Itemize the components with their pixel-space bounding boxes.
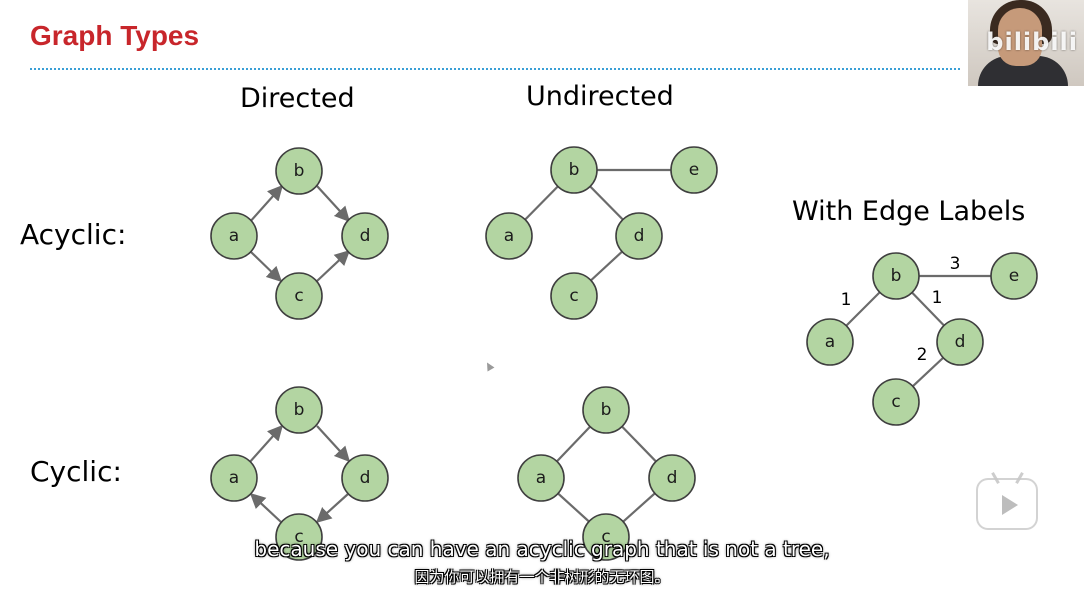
node-d: d	[341, 454, 389, 502]
graph-directed-acyclic: a b c d	[210, 147, 389, 320]
edge-labels-heading: With Edge Labels	[792, 196, 1026, 227]
node-b: b	[275, 386, 323, 434]
node-c: c	[275, 272, 323, 320]
edge-weight-b-a: 1	[841, 290, 852, 310]
graph-undirected-cyclic: a b c d	[517, 386, 696, 561]
edge-b-d	[316, 185, 351, 223]
edge-a-c	[250, 251, 283, 283]
node-d: d	[341, 212, 389, 260]
bilibili-watermark: bilibili	[986, 28, 1078, 56]
svg-text:c: c	[294, 527, 303, 547]
play-button-icon[interactable]	[976, 472, 1038, 530]
edge-weight-d-c: 2	[917, 345, 928, 365]
edge-a-b	[248, 184, 284, 224]
subtitle-chinese: 因为你可以拥有一个非树形的无环图。	[414, 568, 670, 586]
node-b: b	[550, 146, 598, 194]
edge-c-a	[249, 492, 282, 523]
svg-text:d: d	[955, 332, 966, 352]
edge-weight-b-e: 3	[950, 254, 961, 274]
node-a: a	[485, 212, 533, 260]
node-d: d	[936, 318, 984, 366]
svg-text:c: c	[294, 286, 303, 306]
edge-d-c	[315, 493, 349, 524]
svg-text:b: b	[569, 160, 580, 180]
node-a: a	[517, 454, 565, 502]
edge-a-b	[248, 424, 284, 464]
row-heading-acyclic: Acyclic:	[20, 218, 127, 251]
slide-title: Graph Types	[30, 20, 200, 51]
webcam-overlay	[968, 0, 1084, 86]
svg-text:c: c	[601, 527, 610, 547]
graph-edge-labeled: 3 1 1 2 a b c d e	[806, 252, 1038, 426]
svg-text:e: e	[1009, 266, 1019, 286]
node-b: b	[872, 252, 920, 300]
svg-text:d: d	[360, 468, 371, 488]
node-e: e	[990, 252, 1038, 300]
svg-text:d: d	[667, 468, 678, 488]
node-a: a	[210, 212, 258, 260]
node-c: c	[275, 513, 323, 561]
node-b: b	[582, 386, 630, 434]
svg-text:b: b	[294, 400, 305, 420]
node-a: a	[806, 318, 854, 366]
title-divider	[30, 68, 960, 70]
node-e: e	[670, 146, 718, 194]
play-triangle-icon	[1002, 495, 1018, 515]
edge-weight-b-d: 1	[932, 288, 943, 308]
svg-text:b: b	[294, 161, 305, 181]
row-heading-cyclic: Cyclic:	[30, 455, 122, 488]
svg-text:a: a	[825, 332, 835, 352]
svg-text:d: d	[634, 226, 645, 246]
svg-text:d: d	[360, 226, 371, 246]
svg-text:c: c	[891, 392, 900, 412]
svg-text:a: a	[536, 468, 546, 488]
svg-text:a: a	[229, 468, 239, 488]
node-a: a	[210, 454, 258, 502]
graph-directed-cyclic: a b c d	[210, 386, 389, 561]
svg-text:a: a	[504, 226, 514, 246]
svg-text:e: e	[689, 160, 699, 180]
node-c: c	[872, 378, 920, 426]
svg-text:c: c	[569, 286, 578, 306]
node-b: b	[275, 147, 323, 195]
node-d: d	[615, 212, 663, 260]
svg-text:a: a	[229, 226, 239, 246]
edge-c-d	[316, 249, 351, 282]
graph-undirected-acyclic: a b c d e	[485, 146, 718, 320]
subtitle-english: because you can have an acyclic graph th…	[254, 537, 830, 561]
node-c: c	[550, 272, 598, 320]
presenter-face	[998, 8, 1042, 66]
svg-text:b: b	[891, 266, 902, 286]
edge-b-d	[316, 425, 351, 463]
column-heading-directed: Directed	[240, 83, 355, 114]
node-d: d	[648, 454, 696, 502]
column-heading-undirected: Undirected	[526, 81, 674, 112]
svg-text:b: b	[601, 400, 612, 420]
node-c: c	[582, 513, 630, 561]
